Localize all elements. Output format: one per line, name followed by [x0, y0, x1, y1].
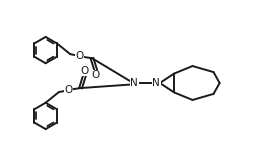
Text: O: O [80, 66, 89, 76]
Text: O: O [92, 70, 100, 80]
Text: O: O [64, 85, 73, 95]
Text: O: O [76, 51, 84, 61]
Text: N: N [130, 78, 138, 88]
Text: N: N [152, 78, 160, 88]
